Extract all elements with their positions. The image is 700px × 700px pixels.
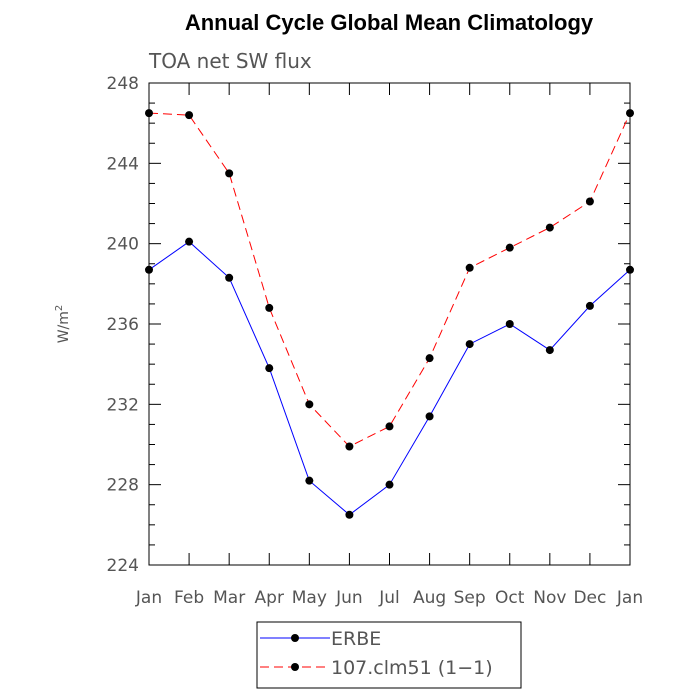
x-tick-label: Jul: [378, 588, 400, 608]
data-point: [585, 301, 594, 310]
x-tick-label: Jun: [335, 588, 363, 608]
x-tick-label: Jan: [616, 588, 643, 608]
ticks: [148, 82, 631, 566]
data-point: [345, 442, 354, 451]
data-point: [505, 320, 514, 328]
x-tick-label: Feb: [174, 588, 204, 608]
data-point: [345, 510, 354, 519]
y-tick-labels: 224 228 232 236 240 244 248: [107, 74, 139, 576]
data-point: [465, 263, 474, 272]
data-point: [265, 364, 274, 373]
legend-entries: ERBE 107.clm51 (1−1): [260, 628, 493, 679]
plot-frame: [148, 82, 631, 566]
data-point: [145, 265, 153, 274]
data-point: [305, 400, 314, 409]
data-point: [626, 109, 634, 118]
data-point: [505, 243, 514, 252]
legend-label: 107.clm51 (1−1): [331, 657, 493, 679]
y-tick-label: 224: [107, 556, 139, 576]
data-point: [465, 340, 474, 349]
x-tick-label: Apr: [255, 588, 284, 608]
data-point: [265, 303, 274, 312]
data-point: [145, 109, 153, 118]
y-tick-label: 248: [107, 74, 139, 94]
series-1: [145, 237, 634, 519]
x-tick-label: Jan: [135, 588, 162, 608]
data-point: [626, 265, 634, 274]
data-point: [425, 412, 434, 421]
data-point: [545, 223, 554, 232]
chart-title: Annual Cycle Global Mean Climatology: [185, 10, 594, 35]
data-point: [585, 197, 594, 206]
x-tick-label: Aug: [413, 588, 446, 608]
x-tick-labels: Jan Feb Mar Apr May Jun Jul Aug Sep Oct Nov Dec Jan: [135, 588, 643, 608]
data-point: [385, 422, 394, 431]
x-tick-label: Dec: [573, 588, 606, 608]
legend-label: ERBE: [331, 628, 381, 650]
legend: ERBE 107.clm51 (1−1): [256, 621, 522, 689]
legend-box: [256, 621, 522, 689]
data-point: [545, 346, 554, 355]
legend-marker: [291, 634, 299, 642]
x-tick-label: Oct: [495, 588, 525, 608]
y-axis-label: W/m2: [54, 305, 72, 344]
data-point: [185, 237, 194, 246]
y-tick-label: 228: [107, 476, 139, 496]
data-point: [425, 354, 434, 363]
chart-subtitle: TOA net SW flux: [148, 49, 312, 73]
x-tick-label: Nov: [533, 588, 566, 608]
data-point: [305, 476, 314, 485]
series-line: [148, 241, 631, 516]
x-tick-label: Sep: [454, 588, 486, 608]
y-tick-label: 232: [107, 395, 139, 415]
data-point: [225, 169, 234, 178]
y-tick-label: 244: [107, 154, 139, 174]
x-tick-label: May: [292, 588, 327, 608]
axes: [148, 82, 631, 566]
series-2: [145, 109, 634, 451]
series-line: [148, 112, 631, 448]
y-tick-label: 236: [107, 315, 139, 335]
legend-marker: [291, 663, 299, 671]
x-tick-label: Mar: [213, 588, 245, 608]
series-layer: [145, 109, 634, 519]
y-tick-label: 240: [107, 235, 139, 255]
data-point: [185, 111, 194, 120]
data-point: [385, 480, 394, 489]
data-point: [225, 273, 234, 282]
